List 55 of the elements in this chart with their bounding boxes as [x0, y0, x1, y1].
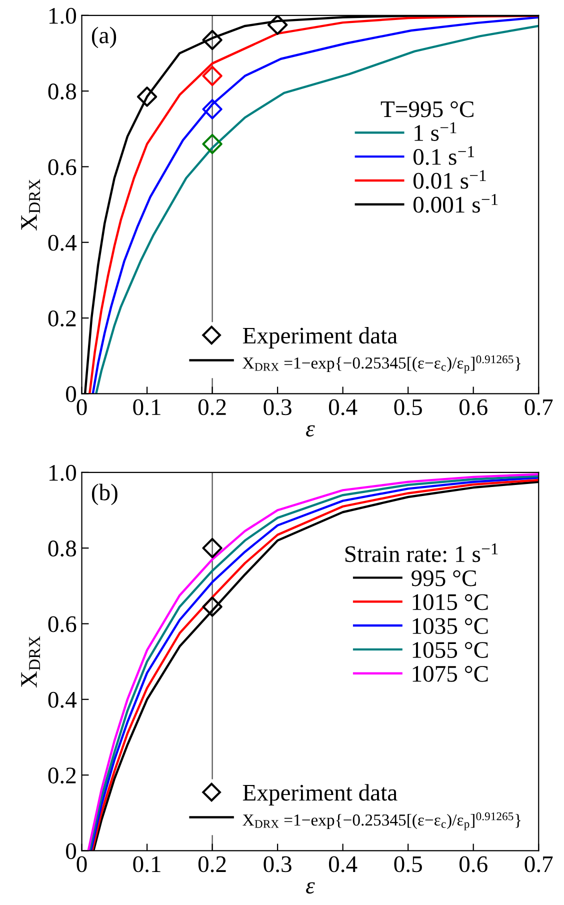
x-tick-label: 0.7 [524, 856, 553, 872]
y-tick-label: 1.0 [49, 8, 76, 24]
x-tick-label: 0.3 [264, 856, 292, 872]
x-tick-label: 0 [76, 856, 87, 872]
y-tick-label: 1.0 [49, 464, 76, 481]
legend-title: T=995 °C [380, 101, 474, 118]
y-tick-label: 0.4 [48, 692, 77, 708]
y-tick-label: 0 [66, 386, 76, 402]
legend-label: Experiment data [242, 327, 398, 348]
point [136, 86, 158, 107]
y-tick-label: 0 [66, 843, 76, 860]
x-tick-label: 0.4 [328, 399, 358, 416]
legend-label: 1 s$^{−1}$ [414, 122, 456, 141]
x-tick-label: 0.2 [198, 856, 226, 872]
y-tick-label: 0.8 [48, 84, 76, 100]
legend-label: 1075 °C [412, 666, 488, 682]
x-tick-label: 0 [76, 399, 87, 416]
legend-label: 1035 °C [412, 618, 488, 634]
y-tick-label: 0.2 [48, 310, 76, 327]
x-tick-label: 0.1 [133, 856, 160, 872]
x-tick-label: 0.1 [133, 399, 160, 416]
y-tick-label: 0.6 [48, 616, 76, 632]
x-tick-label: 0.2 [198, 399, 226, 416]
annotation: (b) [92, 484, 118, 506]
text: X$_{DRX}$ =1−exp{−0.25345[(ε−ε$_{c}$)/ε$_{p}$]$^{0.91265}$} [242, 355, 521, 374]
legend-label: 0.001 s$^{−1}$ [414, 194, 498, 213]
point [267, 15, 288, 35]
y-tick-label: 0.8 [48, 540, 76, 557]
x-tick-label: 0.7 [524, 399, 553, 416]
y-tick-label: 0.4 [48, 234, 77, 251]
y-tick-label: 0.6 [48, 159, 76, 176]
text: X$_{DRX}$ =1−exp{−0.25345[(ε−ε$_{c}$)/ε$_{p}$]$^{0.91265}$} [242, 812, 521, 830]
y-tick-label: 0.2 [48, 768, 76, 784]
x-tick-label: 0.5 [394, 399, 422, 416]
legend-label: 1055 °C [412, 642, 488, 658]
x-tick-label: 0.5 [394, 856, 422, 872]
point [202, 99, 222, 120]
legend-label: 1015 °C [412, 594, 488, 610]
point [202, 66, 222, 86]
x-tick-label: 0.6 [460, 856, 488, 872]
x-tick-label: 0.3 [264, 399, 292, 416]
legend-label: 0.01 s$^{−1}$ [414, 170, 486, 189]
x-tick-label: 0.6 [460, 399, 488, 416]
legend-label: 995 °C [412, 570, 476, 586]
annotation: (a) [92, 26, 116, 48]
x-axis-title: ε [306, 425, 315, 437]
legend-title: Strain rate: 1 s$^{−1}$ [345, 543, 498, 562]
point [202, 134, 222, 154]
x-axis-title: ε [306, 882, 315, 894]
point [202, 30, 222, 50]
legend-label: Experiment data [242, 784, 398, 806]
y-axis-title: X$_{DRX}$ [21, 179, 40, 230]
legend-label: 0.1 s$^{−1}$ [414, 146, 474, 165]
y-axis-title: X$_{DRX}$ [21, 636, 40, 688]
x-tick-label: 0.4 [328, 856, 358, 872]
